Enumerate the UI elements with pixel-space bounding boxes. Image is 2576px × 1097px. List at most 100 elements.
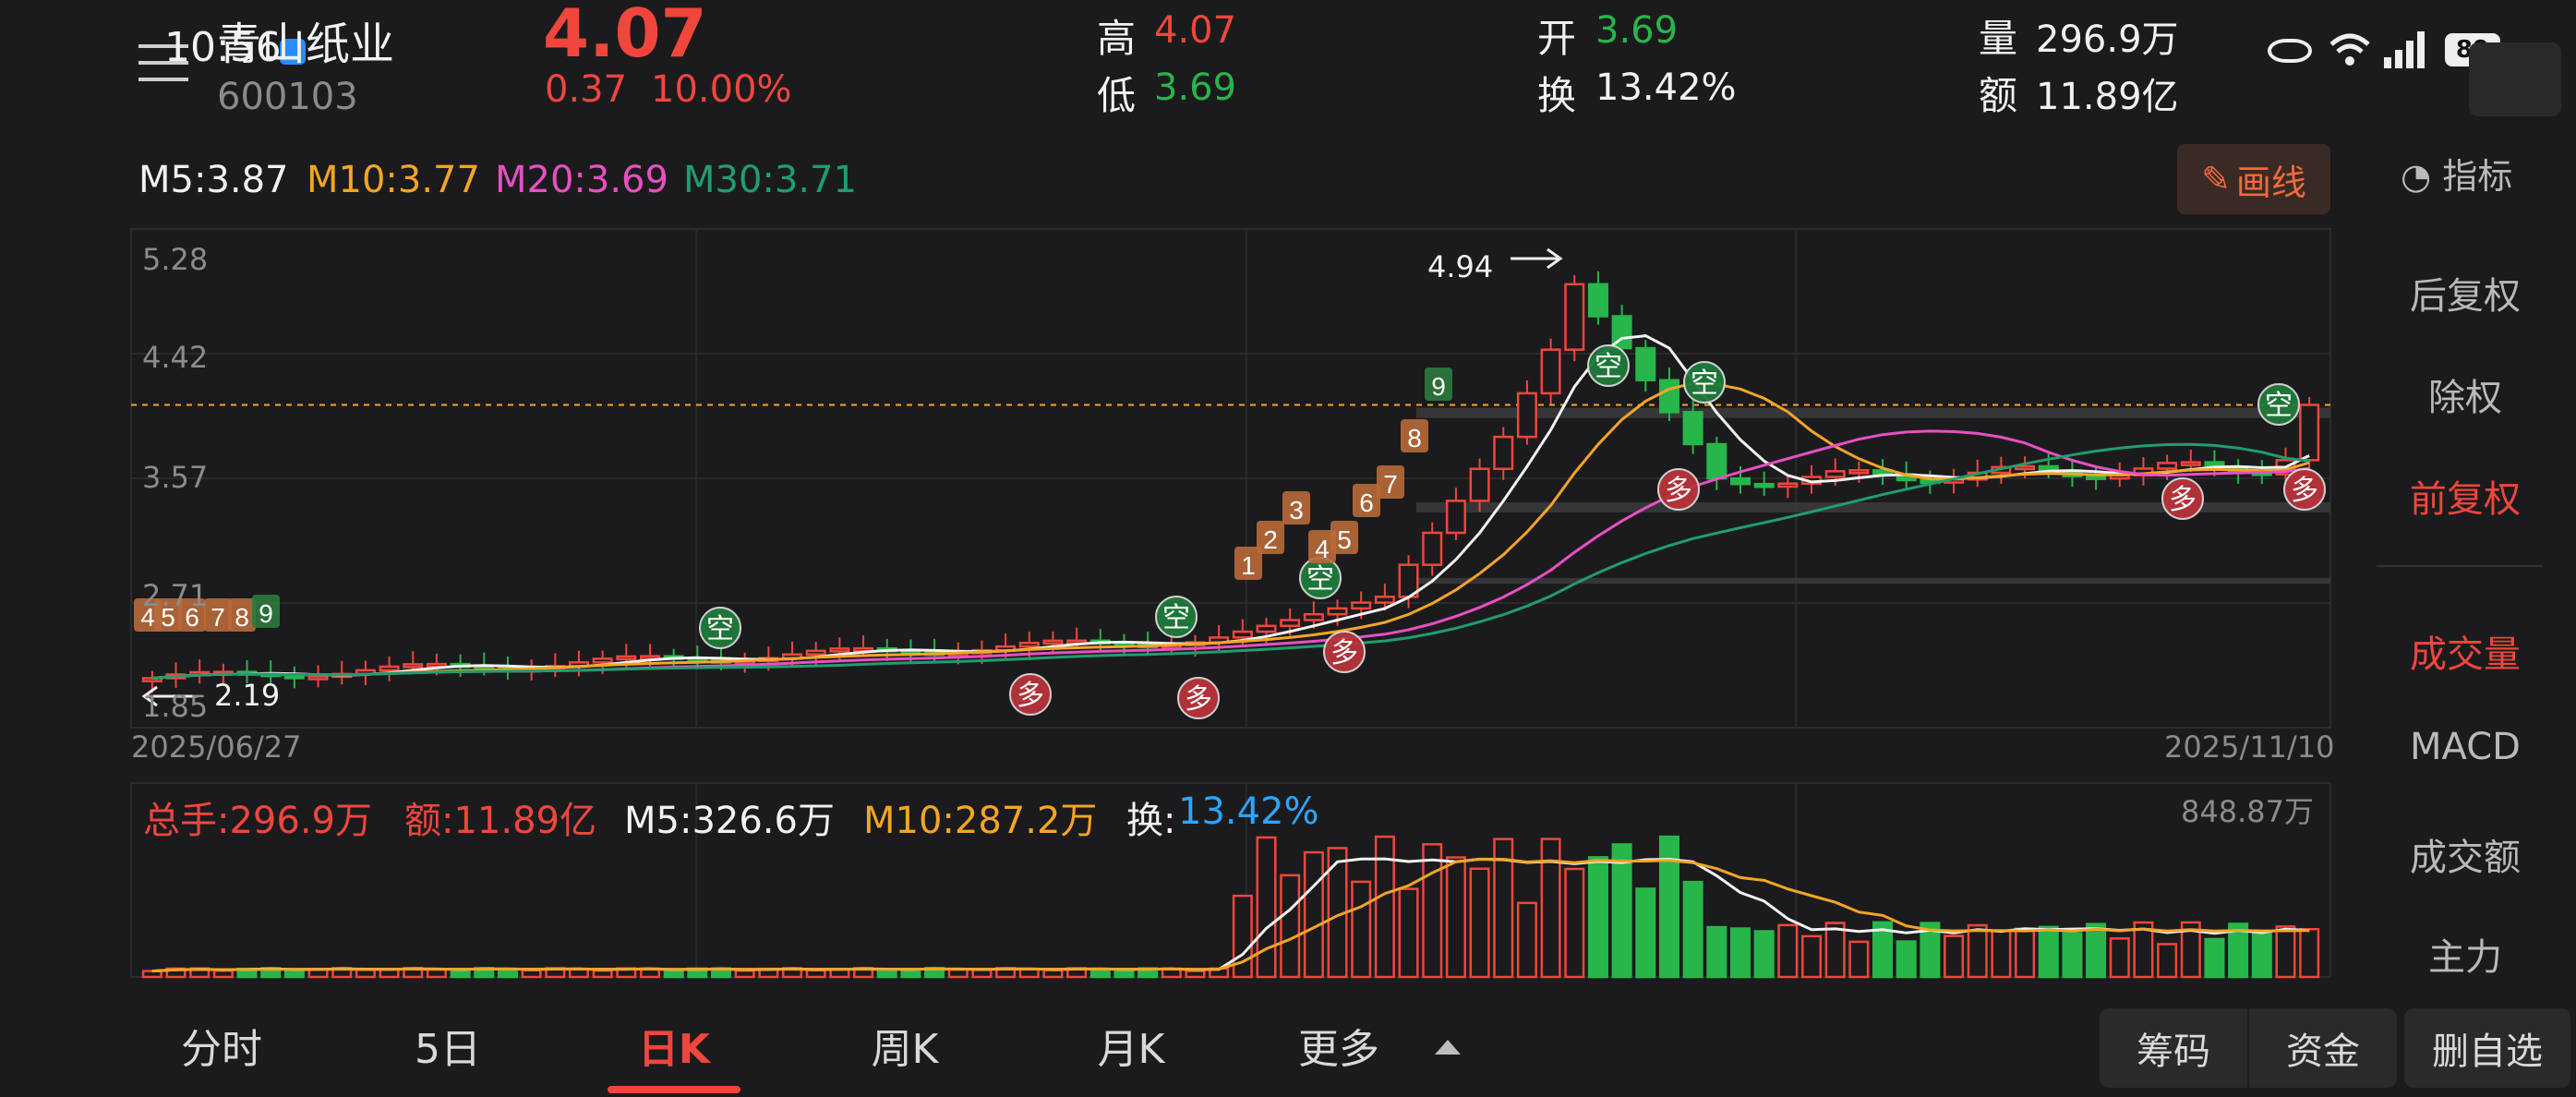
candle [1256, 624, 1277, 633]
caret-up-icon[interactable] [1435, 1040, 1461, 1055]
sidebar-item-main-force[interactable]: 主力 [2428, 936, 2502, 979]
signal-box [1353, 484, 1380, 517]
price-change-pct: 10.00% [651, 68, 792, 111]
kline-chart[interactable]: 空空空空空空多 多多多多多4 5 6 7 8 91234 56789 [0, 0, 2364, 997]
candle [1824, 470, 1846, 478]
signal-box-label: 3 [1289, 496, 1304, 524]
vol-max: 848.87万 [2181, 794, 2314, 829]
duo-marker-label: 多 [2291, 476, 2318, 506]
kong-marker-label: 空 [2265, 391, 2293, 421]
signal-box-label: 2 [1263, 525, 1278, 554]
duo-marker [1177, 677, 1220, 719]
signal-box [1282, 491, 1310, 524]
tab-more[interactable]: 更多 [1298, 1026, 1379, 1073]
tab-monthly-k[interactable]: 月K [1097, 1026, 1165, 1073]
kong-marker-label: 空 [1306, 564, 1334, 595]
volume-bar [1516, 901, 1537, 979]
indicator-label: 指标 [2442, 156, 2513, 197]
volume-bar [876, 969, 897, 979]
ma10-legend: M10:3.77 [307, 159, 480, 201]
tab-weekly-k[interactable]: 周K [871, 1026, 939, 1073]
signal-box-label: 6 [1359, 488, 1374, 517]
fullscreen-button[interactable] [2469, 42, 2561, 116]
vol-amount: 额:11.89亿 [404, 800, 596, 842]
ma20-legend: M20:3.69 [495, 159, 668, 201]
candle [1682, 411, 1703, 446]
volume-bar [2180, 921, 2201, 979]
candle [403, 663, 424, 669]
duo-marker-label: 多 [1330, 638, 1358, 669]
volume-bar [2109, 937, 2130, 979]
menu-icon[interactable] [138, 44, 188, 85]
candle [829, 647, 850, 653]
volume-bar [1422, 843, 1443, 979]
sidebar-item-ex-rights[interactable]: 除权 [2428, 377, 2502, 419]
candle [616, 655, 637, 661]
volume-bar [1944, 934, 1965, 979]
status-time: 10:56 [164, 24, 282, 71]
signal-box-label: 7 [1383, 470, 1398, 499]
ma30-legend: M30:3.71 [683, 159, 857, 201]
tab-5day[interactable]: 5日 [415, 1026, 481, 1073]
tab-daily-k[interactable]: 日K [637, 1026, 711, 1073]
sidebar-item-turnover-amount[interactable]: 成交额 [2410, 837, 2521, 879]
candle [1777, 482, 1799, 488]
signal-box [1234, 547, 1262, 580]
kong-marker [1155, 596, 1198, 638]
candle [1374, 596, 1395, 604]
y-tick-label: 2.71 [142, 578, 209, 613]
volume-bar [2015, 927, 2036, 979]
draw-line-button[interactable]: ✎ 画线 [2177, 144, 2330, 214]
volume-bar [1729, 927, 1751, 979]
candle [1493, 435, 1514, 471]
candle [1280, 619, 1301, 628]
max-arrow-icon [1511, 247, 1563, 270]
candle [307, 675, 329, 681]
volume-bar [212, 969, 234, 979]
vol-m5: M5:326.6万 [624, 800, 835, 842]
sidebar-item-macd[interactable]: MACD [2410, 726, 2521, 768]
candle [1540, 348, 1561, 395]
sidebar-item-post-adjust[interactable]: 后复权 [2410, 275, 2521, 318]
volume-bar [1872, 921, 1894, 979]
y-tick-label: 1.85 [142, 689, 209, 724]
volume-bar [1540, 838, 1561, 979]
volume-bar [1824, 922, 1846, 979]
sidebar-item-volume[interactable]: 成交量 [2410, 633, 2521, 676]
pencil-icon: ✎ [2201, 159, 2231, 199]
sidebar-item-pre-adjust[interactable]: 前复权 [2410, 478, 2521, 521]
volume-bar [1706, 925, 1727, 979]
chips-button[interactable]: 筹码 [2100, 1008, 2247, 1088]
volume-bar [2228, 922, 2249, 979]
duo-marker [1323, 631, 1366, 673]
duo-marker-label: 多 [1665, 476, 1692, 506]
volume-bar [971, 968, 993, 979]
remove-watchlist-button[interactable]: 删自选 [2404, 1008, 2570, 1088]
ma10-line [151, 381, 2310, 680]
tab-intraday[interactable]: 分时 [181, 1026, 262, 1073]
duo-marker-label: 多 [1185, 684, 1212, 715]
indicator-button[interactable]: ◔ 指标 [2401, 148, 2512, 199]
candle [1042, 639, 1064, 645]
candle [2180, 461, 2201, 466]
vol-ma10-line [151, 857, 2310, 973]
volume-bar [1635, 887, 1656, 979]
candle [1351, 601, 1372, 610]
funds-button[interactable]: 资金 [2249, 1008, 2397, 1088]
kong-marker-label: 空 [1691, 368, 1718, 399]
kong-marker [699, 607, 741, 649]
candle [2157, 462, 2178, 470]
volume-bar [521, 969, 542, 979]
volume-bar [426, 968, 447, 979]
tab-active-indicator [608, 1086, 740, 1093]
volume-bar [1351, 880, 1372, 979]
candle [1303, 612, 1324, 621]
low-value: 3.69 [1154, 66, 1237, 109]
signal-box [228, 598, 256, 632]
wifi-icon [2329, 31, 2371, 68]
volume-frame [130, 782, 2331, 978]
candle [1422, 531, 1443, 566]
candle [1327, 607, 1348, 616]
volume-bar [1777, 923, 1799, 979]
volume-bar [1445, 856, 1466, 979]
